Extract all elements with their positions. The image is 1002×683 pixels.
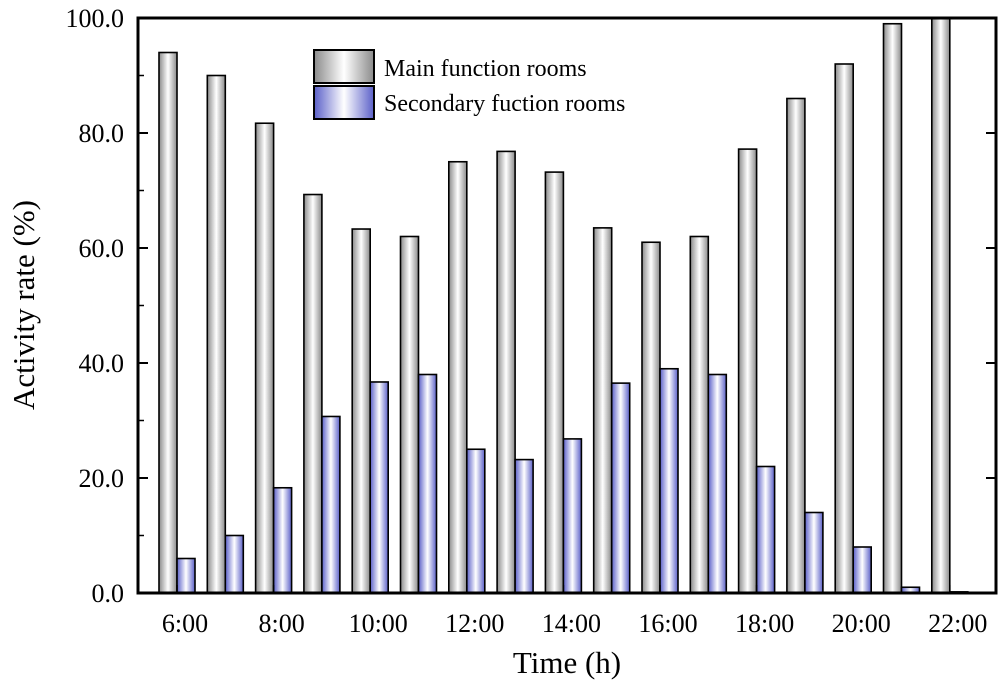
bar-secondary-1200: [465, 448, 486, 594]
bar-main-2000: [834, 63, 855, 594]
y-tick-label: 100.0: [66, 4, 125, 33]
bar-secondary-1600: [659, 367, 679, 594]
legend-swatch-secondary: [313, 85, 375, 120]
bar-main-1200: [447, 160, 468, 594]
bar-main-2100: [882, 22, 903, 594]
bar-secondary-1100: [417, 373, 438, 594]
bar-main-1800: [737, 148, 758, 594]
bar-main-1500: [592, 227, 613, 594]
bar-main-1900: [786, 97, 806, 594]
x-tick-label: 12:00: [445, 609, 504, 638]
y-tick-label: 60.0: [79, 234, 125, 263]
y-tick-label: 80.0: [79, 119, 125, 148]
legend-label-main: Main function rooms: [384, 56, 587, 82]
bar-secondary-800: [272, 486, 293, 594]
x-axis: 6:00 8:00 10:00 12:00 14:00 16:00 18:00 20:00 22…: [162, 585, 987, 638]
x-tick-label: 6:00: [162, 609, 208, 638]
y-axis-title: Activity rate (%): [6, 200, 41, 410]
bar-main-800: [254, 122, 275, 594]
bar-secondary-1700: [707, 373, 728, 594]
bar-secondary-1900: [804, 511, 824, 594]
y-tick-label: 0.0: [92, 579, 125, 608]
bar-secondary-1000: [369, 381, 390, 594]
legend: Main function rooms Secondary fuction ro…: [313, 49, 625, 120]
x-tick-label: 22:00: [928, 609, 987, 638]
bar-secondary-600: [176, 557, 196, 594]
bar-secondary-1300: [514, 458, 534, 594]
x-tick-label: 8:00: [258, 609, 304, 638]
bar-secondary-1400: [562, 438, 583, 594]
bar-main-900: [303, 193, 323, 594]
bar-main-2200: [930, 17, 951, 594]
legend-label-secondary: Secondary fuction rooms: [384, 91, 625, 117]
bar-secondary-2000: [852, 546, 873, 594]
bar-main-1700: [689, 235, 710, 594]
bar-secondary-1500: [610, 382, 631, 594]
x-tick-label: 18:00: [735, 609, 794, 638]
bar-main-1000: [351, 228, 372, 594]
x-tick-label: 16:00: [638, 609, 697, 638]
x-tick-label: 14:00: [542, 609, 601, 638]
bar-main-1600: [641, 241, 661, 594]
x-tick-label: 10:00: [349, 609, 408, 638]
bar-secondary-900: [321, 415, 341, 594]
y-tick-label: 20.0: [79, 464, 125, 493]
bar-main-1400: [544, 171, 565, 594]
x-axis-title: Time (h): [513, 645, 621, 680]
bar-main-1300: [496, 150, 516, 594]
x-tick-label: 20:00: [832, 609, 891, 638]
bars-layer: [158, 17, 969, 594]
bar-main-1100: [399, 235, 420, 594]
bar-secondary-1800: [755, 465, 776, 594]
bar-secondary-700: [224, 534, 245, 594]
bar-main-700: [206, 74, 227, 594]
bar-main-600: [158, 51, 178, 594]
y-axis: 0.0 20.0 40.0 60.0 80.0 100.0: [66, 4, 996, 608]
legend-swatch-main: [313, 49, 375, 84]
y-tick-label: 40.0: [79, 349, 125, 378]
